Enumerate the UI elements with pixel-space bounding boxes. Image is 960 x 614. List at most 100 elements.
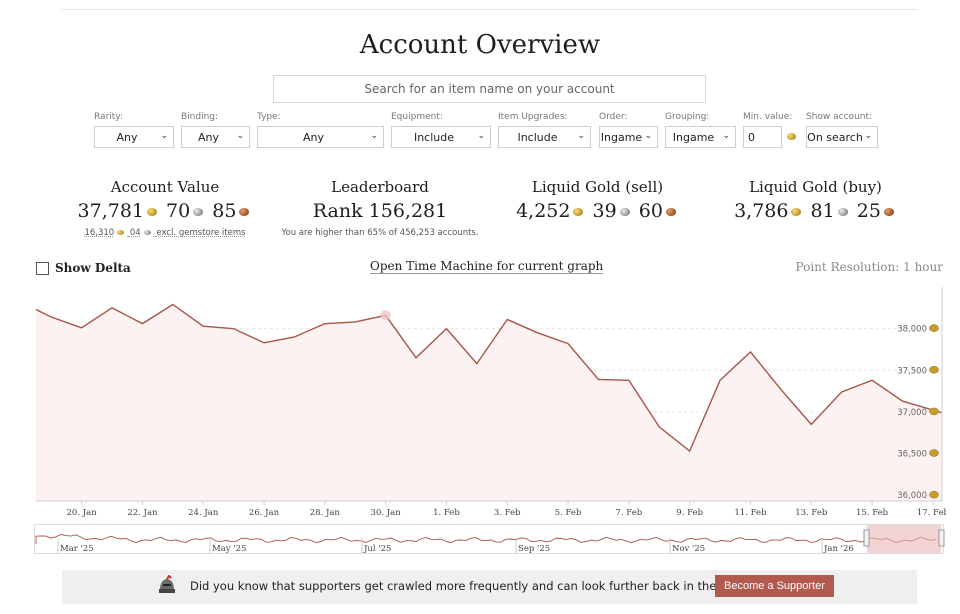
- navigator-handle-left[interactable]: [863, 529, 870, 547]
- equipment-select[interactable]: Include ⌄: [391, 126, 491, 148]
- gold-coin-icon: [929, 366, 939, 374]
- x-tick-label: 13. Feb: [795, 508, 828, 518]
- gold-coin-icon: [147, 208, 157, 216]
- account-value-excl[interactable]: 16,310 04 excl. gemstore items: [75, 228, 255, 238]
- order-value: Ingame: [600, 130, 643, 144]
- type-label: Type:: [257, 112, 281, 122]
- x-tick-label: 22. Jan: [127, 508, 158, 518]
- copper-amount: 25: [856, 200, 881, 222]
- search-input[interactable]: [273, 75, 706, 103]
- account-value-title: Account Value: [110, 178, 220, 196]
- show-delta-label: Show Delta: [55, 261, 131, 275]
- show-account-label: Show account:: [806, 112, 873, 122]
- leaderboard-note: You are higher than 65% of 456,253 accou…: [281, 228, 479, 238]
- show-account-value: On search: [807, 130, 863, 144]
- account-value-block: Account Value 37,781 70 85 16,310 04 exc…: [75, 178, 255, 238]
- navigator-label: Mar '25: [60, 544, 94, 554]
- x-tick-label: 3. Feb: [494, 508, 521, 518]
- navigator-label: Nov '25: [672, 544, 705, 554]
- y-tick-label: 36,000: [897, 491, 927, 501]
- gold-coin-icon: [929, 324, 939, 332]
- chevron-down-icon: ⌄: [722, 131, 730, 141]
- chevron-down-icon: ⌄: [236, 131, 244, 141]
- x-tick-label: 1. Feb: [433, 508, 460, 518]
- liquid-buy-title: Liquid Gold (buy): [749, 178, 882, 196]
- y-tick-label: 37,500: [897, 366, 927, 376]
- chart-navigator[interactable]: Mar '25 May '25 Jul '25 Sep '25 Nov '25 Jan '…: [34, 524, 946, 554]
- navigator-selection[interactable]: [867, 525, 941, 553]
- order-label: Order:: [599, 112, 628, 122]
- min-value-input[interactable]: 0: [743, 126, 782, 148]
- binding-label: Binding:: [181, 112, 219, 122]
- upgrades-label: Item Upgrades:: [498, 112, 568, 122]
- chevron-down-icon: ⌄: [160, 131, 168, 141]
- x-tick-label: 24. Jan: [188, 508, 219, 518]
- silver-coin-icon: [837, 208, 848, 216]
- time-machine-link[interactable]: Open Time Machine for current graph: [370, 259, 604, 274]
- chevron-down-icon: ⌄: [864, 131, 872, 141]
- navigator-label: May '25: [212, 544, 246, 554]
- gold-amount: 37,781: [77, 200, 144, 222]
- y-tick-label: 38,000: [897, 325, 927, 335]
- y-tick-label: 36,500: [897, 450, 927, 460]
- upgrades-value: Include: [517, 130, 558, 144]
- helmet-icon: [159, 575, 175, 593]
- leaderboard-rank: Rank 156,281: [312, 200, 448, 222]
- grouping-select[interactable]: Ingame ⌄: [665, 126, 736, 148]
- x-tick-label: 20. Jan: [67, 508, 98, 518]
- x-tick-label: 11. Feb: [734, 508, 767, 518]
- gold-amount: 4,252: [516, 200, 571, 222]
- silver-amount: 81: [810, 200, 835, 222]
- x-tick-label: 15. Feb: [856, 508, 889, 518]
- order-select[interactable]: Ingame ⌄: [599, 126, 658, 148]
- x-tick-label: 30. Jan: [371, 508, 402, 518]
- gold-amount: 3,786: [734, 200, 789, 222]
- binding-select[interactable]: Any ⌄: [181, 126, 250, 148]
- show-delta-toggle[interactable]: Show Delta: [36, 261, 131, 275]
- rarity-select[interactable]: Any ⌄: [94, 126, 174, 148]
- top-divider: [62, 9, 918, 10]
- liquid-buy-block: Liquid Gold (buy) 3,786 81 25: [718, 178, 913, 222]
- equipment-value: Include: [413, 130, 455, 144]
- silver-coin-icon: [619, 208, 630, 216]
- x-tick-label: 17. Feb: [917, 508, 946, 518]
- navigator-frame: [34, 524, 944, 554]
- liquid-sell-title: Liquid Gold (sell): [531, 178, 664, 196]
- silver-amount: 39: [592, 200, 617, 222]
- x-tick-label: 5. Feb: [555, 508, 582, 518]
- gold-coin-icon: [787, 133, 796, 140]
- binding-value: Any: [197, 130, 219, 144]
- navigator-series: [35, 534, 937, 544]
- x-tick-label: 7. Feb: [615, 508, 642, 518]
- gold-coin-icon: [929, 407, 939, 416]
- gold-coin-icon: [791, 208, 802, 216]
- upgrades-select[interactable]: Include ⌄: [498, 126, 591, 148]
- show-delta-checkbox[interactable]: [36, 261, 49, 275]
- chevron-down-icon: ⌄: [370, 131, 378, 141]
- navigator-label: Sep '25: [518, 544, 550, 554]
- chevron-down-icon: ⌄: [477, 131, 485, 141]
- copper-coin-icon: [883, 208, 894, 216]
- liquid-sell-block: Liquid Gold (sell) 4,252 39 60: [500, 178, 695, 222]
- gold-coin-icon: [573, 208, 584, 216]
- liquid-sell-amount: 4,252 39 60: [500, 200, 695, 222]
- chevron-down-icon: ⌄: [577, 131, 585, 141]
- silver-coin-icon: [143, 230, 151, 235]
- rarity-label: Rarity:: [94, 112, 124, 122]
- point-resolution[interactable]: Point Resolution: 1 hour: [795, 260, 943, 274]
- x-tick-label: 9. Feb: [676, 508, 703, 518]
- hover-marker: [380, 310, 391, 321]
- navigator-handle-right[interactable]: [938, 529, 945, 547]
- become-supporter-button[interactable]: Become a Supporter: [715, 575, 834, 597]
- type-select[interactable]: Any ⌄: [257, 126, 384, 148]
- banner-text: Did you know that supporters get crawled…: [190, 579, 774, 593]
- sub-gold: 16,310: [84, 228, 115, 238]
- x-tick-label: 26. Jan: [249, 508, 280, 518]
- leaderboard-block: Leaderboard Rank 156,281 You are higher …: [280, 178, 480, 238]
- show-account-select[interactable]: On search ⌄: [806, 126, 878, 148]
- account-value-chart[interactable]: 36,000 36,500 37,000 37,500 38,000 20. Jan 22.…: [34, 283, 946, 519]
- navigator-label: Jan '26: [823, 544, 854, 554]
- navigator-label: Jul '25: [363, 544, 391, 554]
- leaderboard-title: Leaderboard: [331, 178, 429, 196]
- excl-gemstore-text: excl. gemstore items: [156, 228, 246, 238]
